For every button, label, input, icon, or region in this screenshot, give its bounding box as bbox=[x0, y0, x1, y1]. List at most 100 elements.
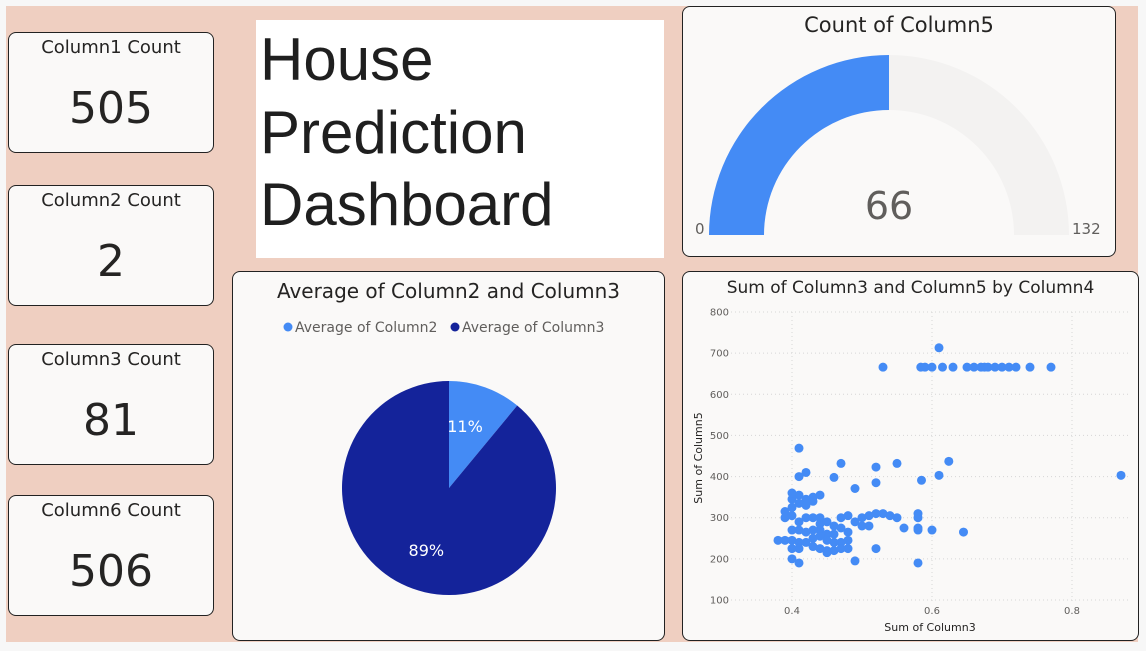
scatter-point[interactable] bbox=[927, 362, 937, 372]
scatter-point[interactable] bbox=[843, 535, 853, 545]
scatter-point[interactable] bbox=[801, 494, 811, 504]
scatter-point[interactable] bbox=[815, 525, 825, 535]
scatter-point[interactable] bbox=[836, 523, 846, 533]
gauge-card[interactable]: Count of Column5 66 0 132 bbox=[682, 6, 1116, 257]
scatter-point[interactable] bbox=[983, 362, 993, 372]
scatter-point[interactable] bbox=[801, 537, 811, 547]
pie-card[interactable]: Average of Column2 and Column3 Average o… bbox=[232, 271, 665, 641]
scatter-point[interactable] bbox=[815, 531, 825, 541]
kpi-card-column2-count[interactable]: Column2 Count 2 bbox=[8, 185, 214, 306]
scatter-point[interactable] bbox=[780, 513, 790, 523]
legend-label-average-of-column2[interactable]: Average of Column2 bbox=[295, 320, 437, 336]
scatter-point[interactable] bbox=[913, 558, 923, 568]
scatter-point[interactable] bbox=[836, 544, 846, 554]
scatter-point[interactable] bbox=[938, 362, 947, 372]
scatter-point[interactable] bbox=[794, 558, 804, 568]
scatter-point[interactable] bbox=[962, 362, 972, 372]
scatter-point[interactable] bbox=[934, 343, 944, 353]
scatter-point[interactable] bbox=[794, 537, 804, 547]
scatter-point[interactable] bbox=[850, 517, 860, 527]
scatter-point[interactable] bbox=[878, 362, 888, 372]
scatter-point[interactable] bbox=[808, 496, 818, 506]
scatter-point[interactable] bbox=[871, 462, 881, 472]
scatter-point[interactable] bbox=[913, 509, 923, 519]
scatter-point[interactable] bbox=[808, 533, 818, 543]
scatter-point[interactable] bbox=[829, 546, 839, 556]
scatter-point[interactable] bbox=[787, 525, 797, 535]
scatter-card[interactable]: Sum of Column3 and Column5 by Column4 10… bbox=[682, 271, 1139, 641]
scatter-point[interactable] bbox=[864, 511, 874, 521]
scatter-point[interactable] bbox=[899, 523, 909, 533]
scatter-point[interactable] bbox=[780, 507, 790, 517]
scatter-point[interactable] bbox=[878, 509, 888, 519]
scatter-point[interactable] bbox=[917, 475, 926, 485]
scatter-point[interactable] bbox=[794, 443, 804, 453]
scatter-point[interactable] bbox=[969, 362, 979, 372]
scatter-point[interactable] bbox=[794, 490, 804, 500]
scatter-point[interactable] bbox=[787, 488, 797, 498]
legend-label-average-of-column3[interactable]: Average of Column3 bbox=[462, 320, 604, 336]
scatter-point[interactable] bbox=[1004, 362, 1014, 372]
scatter-point[interactable] bbox=[997, 362, 1007, 372]
scatter-point[interactable] bbox=[857, 521, 867, 531]
scatter-point[interactable] bbox=[794, 544, 804, 554]
scatter-point[interactable] bbox=[787, 535, 797, 545]
scatter-point[interactable] bbox=[850, 556, 860, 566]
scatter-point[interactable] bbox=[801, 467, 811, 477]
kpi-card-column1-count[interactable]: Column1 Count 505 bbox=[8, 32, 214, 153]
scatter-point[interactable] bbox=[1046, 362, 1056, 372]
scatter-point[interactable] bbox=[794, 498, 804, 508]
scatter-point[interactable] bbox=[822, 529, 832, 539]
scatter-point[interactable] bbox=[920, 362, 930, 372]
scatter-point[interactable] bbox=[944, 456, 954, 466]
scatter-point[interactable] bbox=[829, 537, 839, 547]
scatter-point[interactable] bbox=[815, 513, 825, 523]
scatter-point[interactable] bbox=[808, 513, 818, 523]
scatter-point[interactable] bbox=[787, 554, 797, 564]
scatter-point[interactable] bbox=[1025, 362, 1035, 372]
scatter-point[interactable] bbox=[815, 519, 825, 529]
scatter-point[interactable] bbox=[892, 513, 902, 523]
scatter-point[interactable] bbox=[843, 544, 853, 554]
scatter-point[interactable] bbox=[836, 458, 846, 468]
scatter-point[interactable] bbox=[934, 470, 944, 480]
pie-slice-average-of-column3[interactable] bbox=[342, 381, 556, 595]
scatter-point[interactable] bbox=[822, 517, 832, 527]
scatter-point[interactable] bbox=[822, 535, 832, 545]
scatter-point[interactable] bbox=[794, 517, 804, 527]
scatter-point[interactable] bbox=[801, 513, 811, 523]
scatter-point[interactable] bbox=[959, 527, 968, 537]
scatter-point[interactable] bbox=[857, 513, 867, 523]
scatter-point[interactable] bbox=[815, 544, 825, 554]
kpi-card-column3-count[interactable]: Column3 Count 81 bbox=[8, 344, 214, 465]
scatter-point[interactable] bbox=[794, 525, 804, 535]
scatter-point[interactable] bbox=[829, 472, 839, 482]
scatter-point[interactable] bbox=[1116, 470, 1126, 480]
scatter-point[interactable] bbox=[801, 527, 811, 537]
scatter-point[interactable] bbox=[787, 544, 797, 554]
scatter-point[interactable] bbox=[808, 542, 818, 552]
scatter-point[interactable] bbox=[794, 472, 804, 482]
scatter-point[interactable] bbox=[829, 529, 839, 539]
scatter-point[interactable] bbox=[948, 362, 958, 372]
scatter-point[interactable] bbox=[892, 458, 902, 468]
kpi-card-column6-count[interactable]: Column6 Count 506 bbox=[8, 495, 214, 616]
scatter-point[interactable] bbox=[1011, 362, 1021, 372]
scatter-point[interactable] bbox=[913, 525, 923, 535]
scatter-point[interactable] bbox=[850, 484, 860, 494]
scatter-point[interactable] bbox=[864, 521, 874, 531]
scatter-point[interactable] bbox=[787, 494, 797, 504]
scatter-point[interactable] bbox=[871, 544, 881, 554]
scatter-point[interactable] bbox=[801, 500, 811, 510]
scatter-point[interactable] bbox=[815, 490, 825, 500]
scatter-point[interactable] bbox=[808, 525, 818, 535]
scatter-point[interactable] bbox=[871, 478, 881, 488]
scatter-point[interactable] bbox=[843, 511, 853, 521]
scatter-point[interactable] bbox=[927, 525, 937, 535]
scatter-point[interactable] bbox=[843, 527, 853, 537]
pie-slice-average-of-column2[interactable] bbox=[449, 381, 518, 488]
scatter-point[interactable] bbox=[822, 548, 832, 558]
scatter-point[interactable] bbox=[829, 521, 839, 531]
scatter-point[interactable] bbox=[787, 502, 797, 512]
scatter-point[interactable] bbox=[836, 537, 846, 547]
